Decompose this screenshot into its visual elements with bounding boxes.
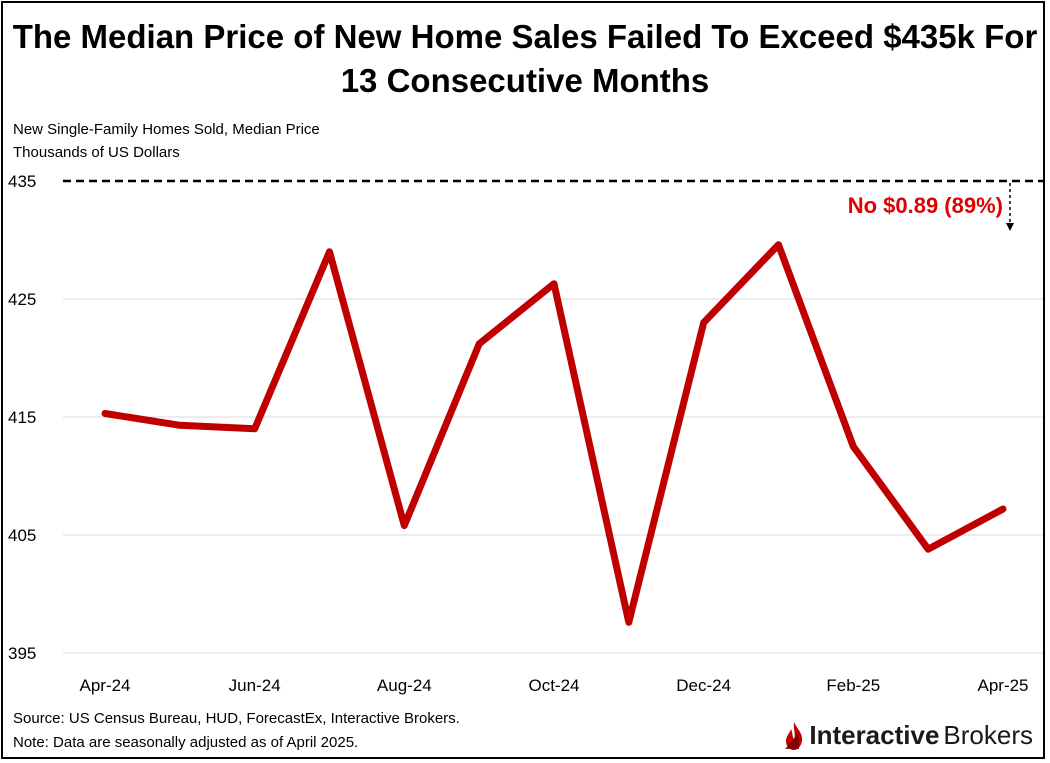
chart-title: The Median Price of New Home Sales Faile… [12, 18, 1038, 99]
x-tick-label-Feb-25: Feb-25 [826, 676, 880, 695]
chart-subtitle-line-2: Thousands of US Dollars [13, 144, 180, 161]
line-chart: 395 405 415 425 435 Apr-24 Jun-24 Aug-24 Oct-24 D… [8, 172, 1043, 695]
annotation-label: No $0.89 (89%) [848, 193, 1003, 218]
x-tick-label-Apr-24: Apr-24 [79, 676, 130, 695]
logo-text-interactive: Interactive [809, 720, 940, 750]
y-tick-label-405: 405 [8, 526, 36, 545]
x-tick-label-Oct-24: Oct-24 [528, 676, 579, 695]
ib-flame-logo-icon [785, 721, 803, 750]
y-tick-label-395: 395 [8, 644, 36, 663]
data-note: Note: Data are seasonally adjusted as of… [13, 734, 359, 751]
series-line [101, 241, 1007, 626]
y-tick-label-435: 435 [8, 172, 36, 191]
y-tick-label-415: 415 [8, 408, 36, 427]
x-tick-label-Apr-25: Apr-25 [977, 676, 1028, 695]
y-tick-label-425: 425 [8, 290, 36, 309]
source-note: Source: US Census Bureau, HUD, ForecastE… [13, 710, 460, 727]
chart-subtitle-line-1: New Single-Family Homes Sold, Median Pri… [13, 121, 320, 138]
interactive-brokers-logo: Interactive Brokers [783, 720, 1033, 751]
annotation-arrow-head [1006, 223, 1014, 231]
x-tick-label-Jun-24: Jun-24 [229, 676, 281, 695]
x-tick-label-Aug-24: Aug-24 [377, 676, 432, 695]
x-tick-label-Dec-24: Dec-24 [676, 676, 731, 695]
logo-text-brokers: Brokers [943, 720, 1033, 750]
